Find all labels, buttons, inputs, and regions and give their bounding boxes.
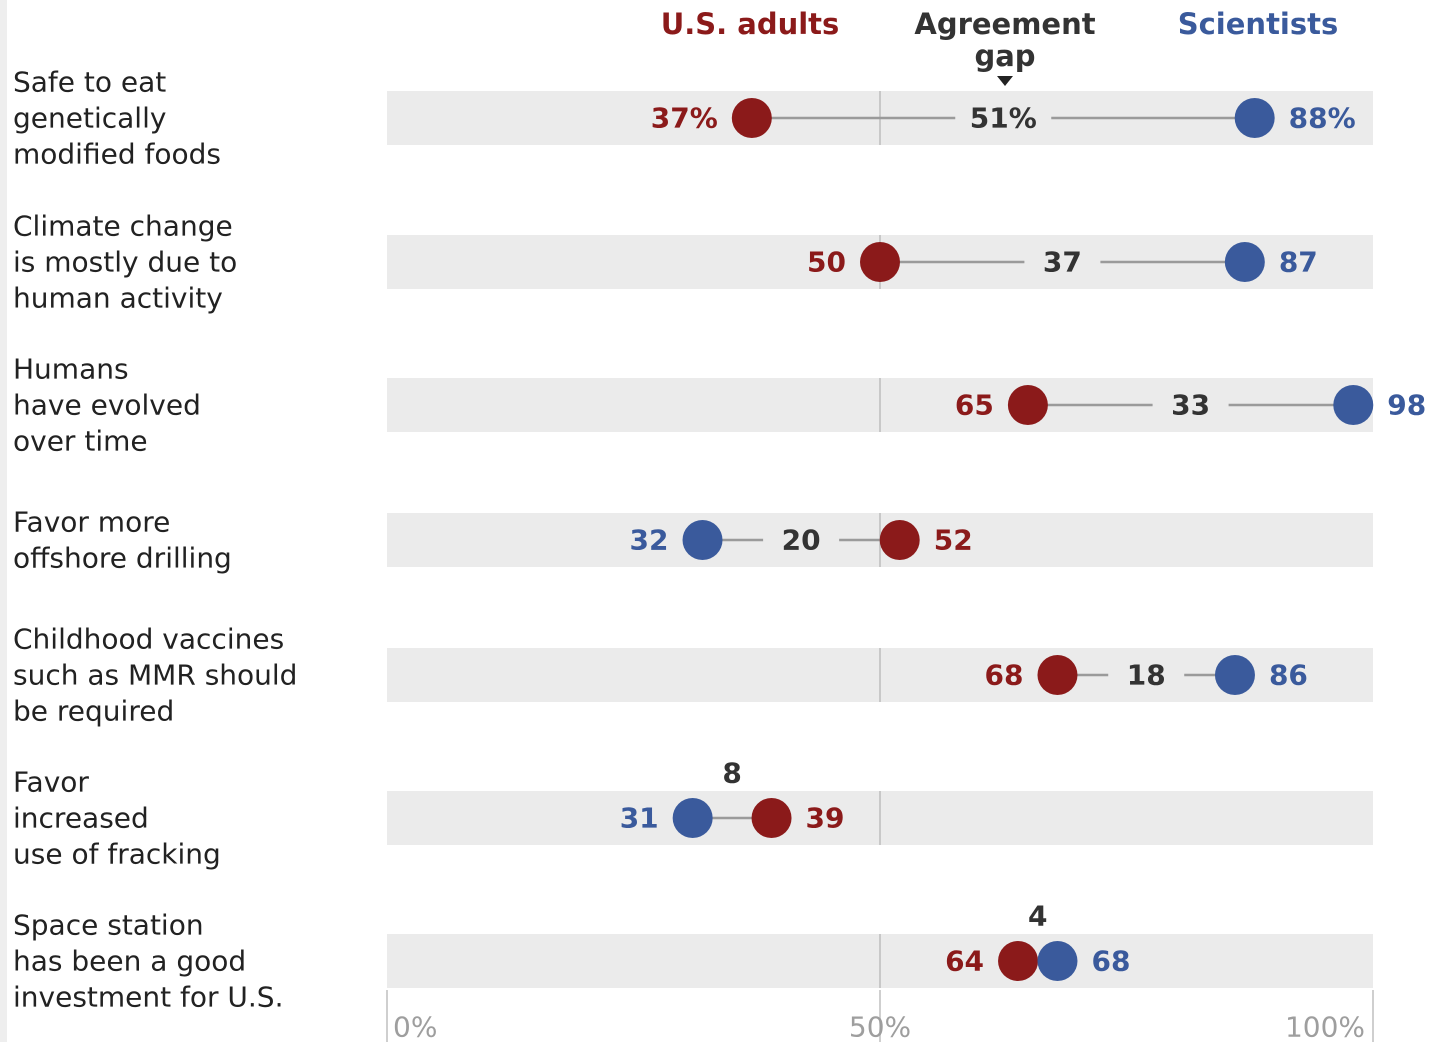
scientists-value: 86 (1269, 659, 1308, 692)
us-adults-value: 68 (985, 659, 1024, 692)
legend-us-adults: U.S. adults (661, 7, 840, 41)
us-adults-value: 39 (806, 802, 845, 835)
scientists-value: 88% (1289, 102, 1356, 135)
gap-label: 20 (782, 524, 821, 557)
scientists-dot (1037, 941, 1078, 981)
row-label: is mostly due to (13, 246, 237, 279)
scientists-dot (1214, 655, 1255, 695)
scientists-value: 68 (1091, 945, 1130, 978)
gap-label: 18 (1127, 659, 1166, 692)
gap-label: 51% (970, 102, 1037, 135)
us-adults-dot (879, 520, 920, 560)
legend-scientists: Scientists (1178, 7, 1339, 41)
scientists-dot (682, 520, 723, 560)
left-edge-strip (0, 0, 7, 1042)
row-label: offshore drilling (13, 542, 232, 575)
us-adults-dot (1007, 385, 1048, 425)
row-label: Climate change (13, 210, 233, 243)
row-label: Favor (13, 766, 89, 799)
x-tick-label: 100% (1285, 1011, 1365, 1042)
row-label: such as MMR should (13, 659, 297, 692)
x-tick-label: 50% (849, 1011, 911, 1042)
scientists-dot (672, 798, 713, 838)
gap-label: 4 (1028, 900, 1047, 933)
row-label: Safe to eat (13, 66, 166, 99)
row-label: modified foods (13, 138, 221, 171)
row-label: have evolved (13, 389, 201, 422)
row-label: Favor more (13, 506, 170, 539)
row-label: Childhood vaccines (13, 623, 284, 656)
row-label: over time (13, 425, 148, 458)
us-adults-value: 65 (955, 389, 994, 422)
gap-label: 37 (1043, 246, 1082, 279)
row-label: investment for U.S. (13, 981, 283, 1014)
us-adults-dot (751, 798, 792, 838)
row-label: increased (13, 802, 149, 835)
scientists-value: 31 (620, 802, 659, 835)
us-adults-dot (860, 242, 900, 282)
us-adults-dot (731, 98, 772, 138)
scientists-value: 87 (1279, 246, 1318, 279)
scientists-dot (1333, 385, 1374, 425)
gap-label: 33 (1171, 389, 1210, 422)
row-label: genetically (13, 102, 166, 135)
us-adults-value: 64 (945, 945, 984, 978)
row-label: be required (13, 695, 174, 728)
scientists-value: 98 (1387, 389, 1426, 422)
gap-label: 8 (722, 757, 741, 790)
us-adults-value: 50 (807, 246, 846, 279)
x-tick-label: 0% (393, 1011, 437, 1042)
legend-agreement-gap: Agreement (914, 7, 1095, 41)
row-label: human activity (13, 282, 223, 315)
scientists-dot (1234, 98, 1275, 138)
us-adults-dot (998, 941, 1039, 981)
us-adults-value: 52 (934, 524, 973, 557)
row-label: use of fracking (13, 838, 221, 871)
scientists-dot (1224, 242, 1265, 282)
row-label: Space station (13, 909, 204, 942)
row-label: Humans (13, 353, 129, 386)
legend-gap-line2: gap (974, 39, 1035, 73)
row-label: has been a good (13, 945, 246, 978)
legend-gap-arrow (997, 76, 1013, 86)
us-adults-dot (1037, 655, 1078, 695)
scientists-value: 32 (630, 524, 669, 557)
us-adults-value: 37% (651, 102, 718, 135)
